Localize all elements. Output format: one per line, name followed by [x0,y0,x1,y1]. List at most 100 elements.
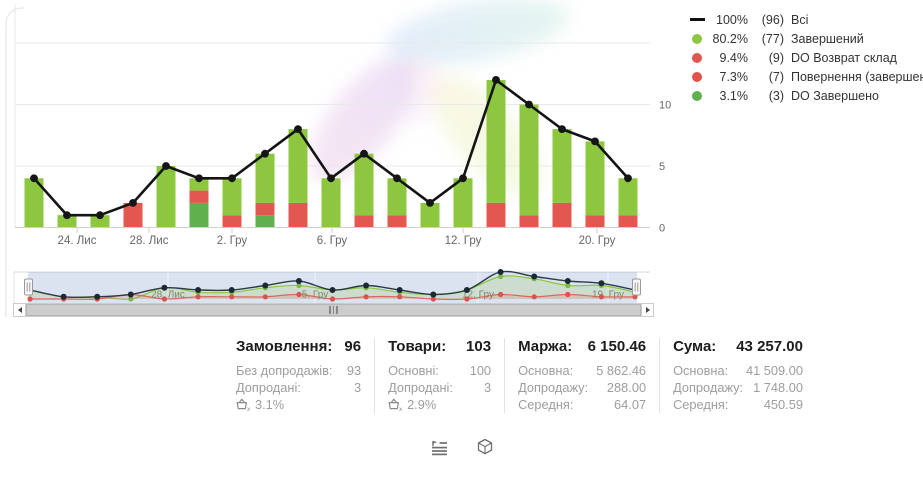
panel-border [5,7,25,317]
bar-segment[interactable] [156,166,176,228]
line-point[interactable] [459,174,467,183]
legend-label: DO Завершено [791,88,879,103]
bar-segment[interactable] [519,104,539,216]
legend-percent: 9.4% [719,50,749,65]
legend-count: (7) [768,69,784,84]
bar-segment[interactable] [585,141,605,216]
navigator-handle-right[interactable] [632,278,641,296]
bar-segment[interactable] [354,153,374,216]
legend-item-3[interactable]: 7.3% (7) Повернення (завершений) [688,67,923,86]
stat-value: 103 [466,338,492,355]
line-point[interactable] [426,199,434,207]
stat-value: 6 150.46 [587,338,647,355]
svg-text:x: x [399,406,403,412]
stat-title: Маржа: [518,338,573,355]
bar-segment[interactable] [552,202,572,228]
line-point[interactable] [63,211,71,220]
legend-item-2[interactable]: 9.4% (9) DO Возврат склад [688,48,923,67]
bar-segment[interactable] [222,178,242,216]
bar-segment[interactable] [288,202,308,228]
line-point[interactable] [624,174,632,183]
line-point[interactable] [129,199,137,207]
line-point[interactable] [195,174,203,183]
stat-row-value: 93 [346,363,362,378]
stats-panel-orders: Замовлення: 96 Без допродажів: 93 Допродані:… [236,338,374,414]
line-point[interactable] [96,211,104,220]
bar-segment[interactable] [453,178,473,228]
bar-segment[interactable] [57,215,77,228]
bar-segment[interactable] [255,202,275,216]
stats-panel-items: Товари: 103 Основні: 100 Допродані: 3 x 2.9% [374,338,504,414]
legend-percent: 100% [716,12,748,27]
legend-label: DO Возврат склад [791,50,897,65]
legend-count: (3) [768,88,784,103]
orders-chart-plot[interactable]: 24. Лис 28. Лис 2. Гру 6. Гру 12. Гру 20. Гру… [0,0,680,252]
legend-label: Всі [791,12,809,27]
stat-row-label: Середня: [518,397,574,412]
line-point[interactable] [393,174,401,183]
chart-legend: 100% (96) Всі 80.2% (77) Завершений 9.4% (9) DO … [688,10,923,105]
summary-list-button[interactable] [426,436,452,458]
bar-segment[interactable] [255,215,275,228]
bar-segment[interactable] [618,178,638,216]
package-button[interactable] [472,436,498,458]
bar-segment[interactable] [189,190,209,203]
bar-segment[interactable] [420,202,440,228]
bar-segment[interactable] [486,79,506,203]
stat-row-value: 41 509.00 [746,363,803,378]
scrollbar-right-button[interactable] [641,303,654,317]
basket-percent: 3.1% [255,397,285,412]
bar-segment[interactable] [387,215,407,228]
bar-segment[interactable] [486,202,506,228]
bar-segment[interactable] [255,153,275,203]
line-point[interactable] [492,76,500,84]
footer-toolbar [0,436,923,458]
bar-segment[interactable] [585,215,605,228]
stats-panel-margin: Маржа: 6 150.46 Основна: 5 862.46 Допродажу:… [504,338,659,413]
line-point[interactable] [30,174,38,183]
line-point[interactable] [261,149,269,158]
chart-scrollbar[interactable] [13,303,654,317]
bar-segment[interactable] [552,129,572,203]
bar-segment[interactable] [90,215,110,228]
bar-segment[interactable] [222,215,242,228]
line-point[interactable] [558,125,566,133]
line-point[interactable] [327,174,335,183]
bar-segment[interactable] [288,129,308,203]
scrollbar-track[interactable] [26,303,641,317]
scrollbar-left-button[interactable] [13,303,26,317]
stat-value: 43 257.00 [736,338,803,355]
chart-navigator[interactable]: 28. Лис 5. Гру 12. Гру 19. Гру [0,266,680,306]
bar-segment[interactable] [519,215,539,228]
line-point[interactable] [591,137,599,146]
navigator-handle-left[interactable] [24,278,33,296]
grip-icon [329,306,331,314]
legend-item-4[interactable]: 3.1% (3) DO Завершено [688,86,923,105]
bar-segment[interactable] [189,178,209,191]
left-arrow-icon [17,307,22,313]
legend-item-0[interactable]: 100% (96) Всі [688,10,923,29]
stat-row-label: Середня: [673,397,729,412]
legend-count: (77) [761,31,784,46]
basket-x-icon: x [236,398,251,412]
bar-segment[interactable] [189,202,209,228]
line-point[interactable] [294,125,302,133]
line-point[interactable] [228,174,236,183]
line-point[interactable] [360,149,368,158]
line-point[interactable] [525,100,533,109]
legend-label: Повернення (завершений) [791,69,923,84]
stat-row-label: Основні: [388,363,439,378]
bar-segment[interactable] [24,178,44,228]
bar-segment[interactable] [387,178,407,216]
legend-count: (96) [761,12,784,27]
bar-segment[interactable] [123,202,143,228]
scrollbar-thumb[interactable] [26,304,641,316]
stat-value: 96 [344,338,362,355]
bar-segment[interactable] [354,215,374,228]
bar-segment[interactable] [321,178,341,228]
legend-item-1[interactable]: 80.2% (77) Завершений [688,29,923,48]
bar-segment[interactable] [618,215,638,228]
dot-swatch-icon [688,52,706,63]
line-point[interactable] [162,162,170,170]
